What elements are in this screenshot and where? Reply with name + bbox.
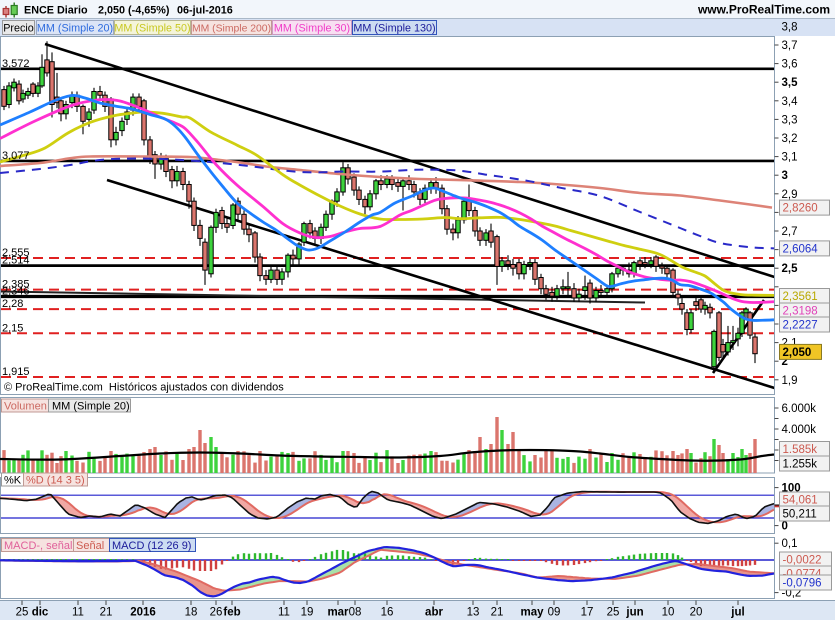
svg-text:feb: feb — [223, 607, 240, 619]
svg-text:2,9: 2,9 — [782, 189, 798, 201]
svg-text:MM (Simple 30): MM (Simple 30) — [274, 23, 350, 35]
svg-text:MM (Simple 20): MM (Simple 20) — [52, 401, 130, 413]
svg-text:-0,2: -0,2 — [782, 588, 802, 600]
svg-text:3,6: 3,6 — [782, 59, 798, 71]
svg-text:© ProRealTime.com Históricos: © ProRealTime.com Históricos ajustados c… — [4, 382, 284, 394]
svg-text:2,15: 2,15 — [2, 322, 23, 334]
svg-text:may: may — [520, 607, 544, 619]
svg-text:3,8: 3,8 — [782, 21, 798, 33]
svg-text:Precio: Precio — [3, 23, 34, 35]
svg-text:mar: mar — [327, 607, 349, 619]
svg-text:2,050 (-4,65%): 2,050 (-4,65%) — [98, 5, 170, 17]
svg-text:3,572: 3,572 — [2, 58, 30, 70]
svg-text:MM (Simple 200): MM (Simple 200) — [192, 24, 271, 35]
svg-text:3: 3 — [782, 170, 788, 182]
svg-text:2,555: 2,555 — [2, 247, 30, 259]
svg-text:1,915: 1,915 — [2, 366, 30, 378]
svg-text:25: 25 — [607, 607, 620, 619]
svg-text:2,3198: 2,3198 — [783, 306, 818, 318]
svg-text:jun: jun — [625, 607, 643, 619]
svg-text:1.585k: 1.585k — [783, 444, 818, 456]
svg-text:2,2227: 2,2227 — [783, 320, 818, 332]
svg-text:3,3: 3,3 — [782, 114, 798, 126]
svg-text:3,7: 3,7 — [782, 40, 798, 52]
svg-text:18: 18 — [185, 607, 198, 619]
svg-text:50,211: 50,211 — [783, 509, 817, 521]
svg-text:25: 25 — [16, 607, 29, 619]
svg-text:0,1: 0,1 — [782, 538, 798, 550]
svg-text:0: 0 — [782, 521, 788, 533]
svg-text:2,385: 2,385 — [2, 279, 30, 291]
svg-text:2: 2 — [782, 356, 788, 368]
svg-text:2,8260: 2,8260 — [783, 203, 818, 215]
svg-text:21: 21 — [100, 607, 113, 619]
svg-text:2,7: 2,7 — [782, 226, 798, 238]
svg-text:dic: dic — [32, 607, 49, 619]
svg-text:11: 11 — [72, 607, 84, 619]
svg-text:-0,0796: -0,0796 — [783, 578, 822, 590]
svg-text:3,077: 3,077 — [2, 150, 30, 162]
svg-text:2016: 2016 — [130, 607, 156, 619]
svg-text:06-jul-2016: 06-jul-2016 — [177, 5, 233, 17]
svg-text:10: 10 — [662, 607, 675, 619]
svg-text:4.000k: 4.000k — [782, 424, 817, 436]
svg-text:Volumen: Volumen — [4, 401, 47, 413]
svg-text:2,346: 2,346 — [2, 286, 30, 298]
svg-text:jul: jul — [730, 607, 744, 619]
svg-text:-0,0022: -0,0022 — [783, 555, 822, 567]
svg-text:1.255k: 1.255k — [783, 459, 818, 471]
svg-text:%K: %K — [4, 475, 22, 487]
svg-text:11: 11 — [278, 607, 290, 619]
svg-text:16: 16 — [381, 607, 394, 619]
svg-text:Señal: Señal — [76, 540, 104, 552]
svg-text:2,3561: 2,3561 — [783, 291, 818, 303]
svg-text:%D (14 3 5): %D (14 3 5) — [26, 475, 85, 487]
svg-text:3,2: 3,2 — [782, 133, 798, 145]
svg-text:2,28: 2,28 — [2, 298, 23, 310]
svg-text:2,6064: 2,6064 — [783, 243, 819, 255]
svg-text:6.000k: 6.000k — [782, 403, 817, 415]
svg-text:MM (Simple 50): MM (Simple 50) — [114, 23, 190, 35]
svg-text:3,5: 3,5 — [782, 77, 799, 89]
svg-text:20: 20 — [690, 607, 703, 619]
svg-text:19: 19 — [301, 607, 314, 619]
svg-text:09: 09 — [548, 607, 561, 619]
svg-text:Diario: Diario — [57, 5, 88, 17]
svg-text:54,061: 54,061 — [783, 495, 818, 507]
svg-text:3,4: 3,4 — [782, 96, 799, 108]
svg-text:MM (Simple 130): MM (Simple 130) — [353, 23, 435, 35]
svg-text:MM (Simple 20): MM (Simple 20) — [37, 23, 113, 35]
svg-text:2,050: 2,050 — [783, 347, 812, 359]
svg-text:abr: abr — [425, 607, 443, 619]
svg-text:2,5: 2,5 — [782, 263, 799, 275]
svg-text:17: 17 — [581, 607, 594, 619]
svg-text:1,9: 1,9 — [782, 375, 798, 387]
svg-text:08: 08 — [349, 607, 362, 619]
svg-text:26: 26 — [210, 607, 223, 619]
svg-text:2,514: 2,514 — [2, 255, 30, 267]
svg-text:MACD-, señal: MACD-, señal — [4, 540, 72, 552]
svg-text:13: 13 — [467, 607, 480, 619]
svg-text:ENCE: ENCE — [24, 5, 54, 17]
svg-text:3,1: 3,1 — [782, 152, 798, 164]
svg-text:www.ProRealTime.com: www.ProRealTime.com — [697, 3, 830, 17]
svg-text:21: 21 — [491, 607, 504, 619]
svg-text:MACD (12 26 9): MACD (12 26 9) — [112, 540, 191, 552]
